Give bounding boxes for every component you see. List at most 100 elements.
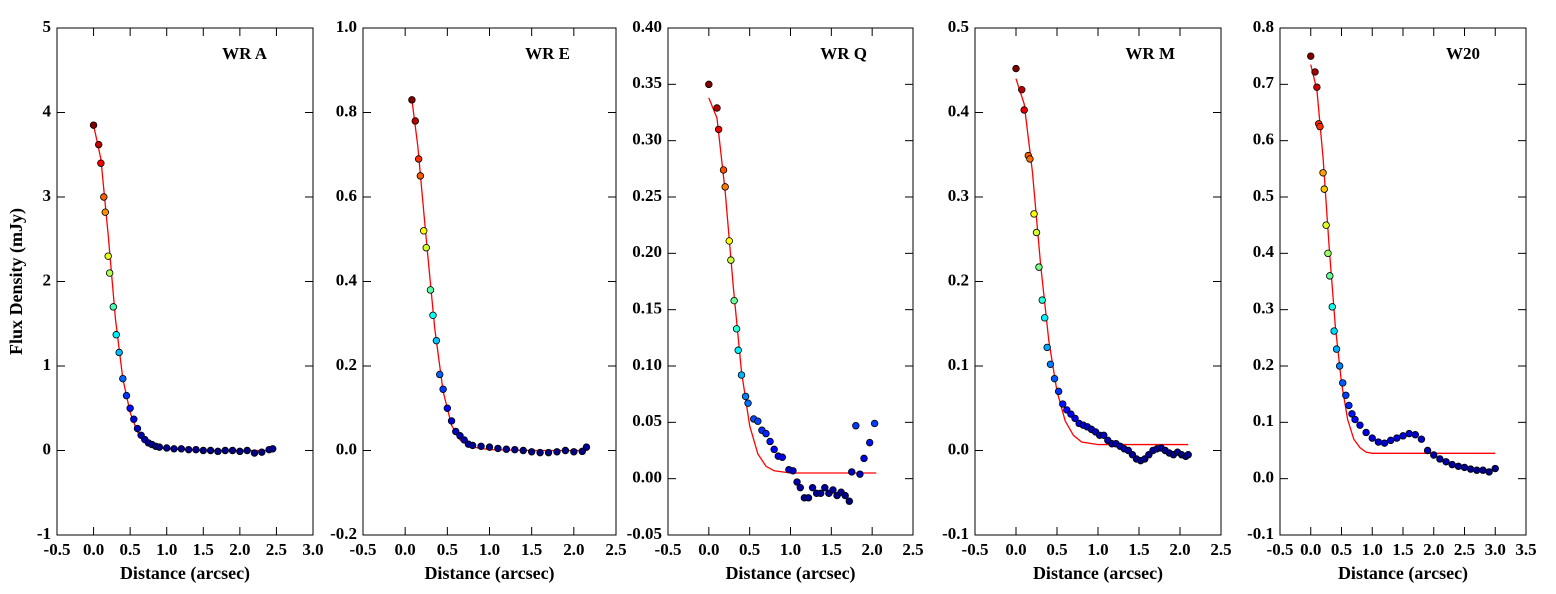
data-point xyxy=(796,483,804,492)
data-point xyxy=(1100,431,1108,439)
data-point xyxy=(1050,374,1059,383)
data-point xyxy=(1316,122,1324,131)
y-tick-label: -1 xyxy=(37,524,51,543)
data-point xyxy=(713,104,721,112)
data-point xyxy=(1035,263,1043,271)
annotation: WR A xyxy=(222,44,268,63)
data-point xyxy=(732,325,741,333)
data-point xyxy=(845,497,853,505)
data-point xyxy=(870,419,879,428)
x-tick-label: -0.5 xyxy=(350,540,377,559)
data-point xyxy=(1460,463,1469,472)
axes-frame xyxy=(974,27,1222,536)
data-point xyxy=(1332,345,1341,353)
x-tick-label: 0.5 xyxy=(1331,540,1352,559)
data-point xyxy=(170,445,178,453)
data-point xyxy=(1374,438,1383,446)
data-point xyxy=(741,392,750,401)
y-tick-label: 0.10 xyxy=(632,355,662,374)
y-tick-label: 0.4 xyxy=(336,270,358,289)
fit-line xyxy=(1310,64,1496,454)
y-tick-label: 0.3 xyxy=(1253,299,1274,318)
data-point xyxy=(1393,434,1401,442)
data-point xyxy=(236,447,244,456)
data-point xyxy=(744,399,752,407)
data-point xyxy=(115,348,123,357)
data-point xyxy=(1032,228,1041,237)
data-point xyxy=(519,446,527,455)
y-tick-label: 0.4 xyxy=(1253,242,1275,261)
data-point xyxy=(1326,272,1334,280)
x-tick-label: 2.0 xyxy=(862,540,883,559)
axes-frame xyxy=(362,27,617,536)
data-point xyxy=(269,445,277,453)
data-point xyxy=(808,483,817,492)
x-tick-label: -0.5 xyxy=(1267,540,1294,559)
data-point xyxy=(1040,314,1049,322)
data-point xyxy=(199,446,207,455)
annotation: W20 xyxy=(1446,44,1480,63)
data-point xyxy=(1313,83,1321,91)
x-tick-label: 3.5 xyxy=(1515,540,1536,559)
data-point xyxy=(104,252,112,260)
data-point xyxy=(714,125,723,134)
data-point xyxy=(439,385,447,393)
data-point xyxy=(570,448,578,456)
data-point xyxy=(494,444,502,453)
x-tick-label: 2.5 xyxy=(1210,540,1231,559)
y-tick-label: 0.05 xyxy=(632,411,662,430)
x-axis-label: Distance (arcsec) xyxy=(424,563,554,584)
x-tick-label: 2.5 xyxy=(266,540,287,559)
data-point xyxy=(1399,432,1407,440)
data-point xyxy=(1454,462,1463,470)
x-tick-label: 2.0 xyxy=(1423,540,1444,559)
data-point xyxy=(1351,415,1359,424)
data-point xyxy=(416,172,425,180)
data-point xyxy=(544,448,553,457)
x-tick-label: 0.5 xyxy=(1046,540,1067,559)
x-tick-label: 0.5 xyxy=(437,540,458,559)
y-tick-label: 0.00 xyxy=(632,468,662,487)
y-tick-label: 0.25 xyxy=(632,186,662,205)
y-tick-label: 0.0 xyxy=(336,439,357,458)
data-point xyxy=(94,140,103,149)
data-point xyxy=(250,449,259,457)
data-point xyxy=(414,155,423,163)
data-point xyxy=(762,429,770,438)
x-tick-label: 1.5 xyxy=(1128,540,1149,559)
data-point xyxy=(1322,221,1330,229)
data-point xyxy=(1345,401,1353,410)
data-point xyxy=(258,448,266,456)
data-point xyxy=(1339,379,1347,387)
y-tick-label: -0.1 xyxy=(942,524,969,543)
data-point xyxy=(1380,439,1389,447)
y-tick-label: 0.20 xyxy=(632,242,662,261)
data-point xyxy=(436,370,444,379)
data-point xyxy=(1348,410,1356,418)
x-tick-label: 1.0 xyxy=(479,540,500,559)
x-tick-label: 1.0 xyxy=(1087,540,1108,559)
data-point xyxy=(1020,106,1028,114)
data-point xyxy=(119,374,127,383)
data-point xyxy=(1071,414,1079,423)
data-point xyxy=(1362,428,1370,437)
data-point xyxy=(730,296,738,305)
data-point xyxy=(1311,68,1319,76)
data-point xyxy=(1405,429,1413,438)
x-tick-label: 0.0 xyxy=(1005,540,1026,559)
data-point xyxy=(1411,431,1419,439)
y-tick-label: 0.6 xyxy=(336,186,357,205)
data-point xyxy=(101,208,109,216)
data-point xyxy=(477,442,485,450)
data-point xyxy=(721,183,729,191)
x-tick-label: 2.5 xyxy=(605,540,626,559)
data-point xyxy=(89,121,98,129)
x-tick-label: 2.0 xyxy=(229,540,250,559)
y-axis-label: Flux Density (mJy) xyxy=(6,208,27,355)
x-axis-label: Distance (arcsec) xyxy=(120,563,250,584)
data-point xyxy=(468,441,477,450)
data-point xyxy=(1479,466,1487,474)
y-tick-label: 0.30 xyxy=(632,130,662,149)
y-tick-label: 1 xyxy=(43,355,52,374)
